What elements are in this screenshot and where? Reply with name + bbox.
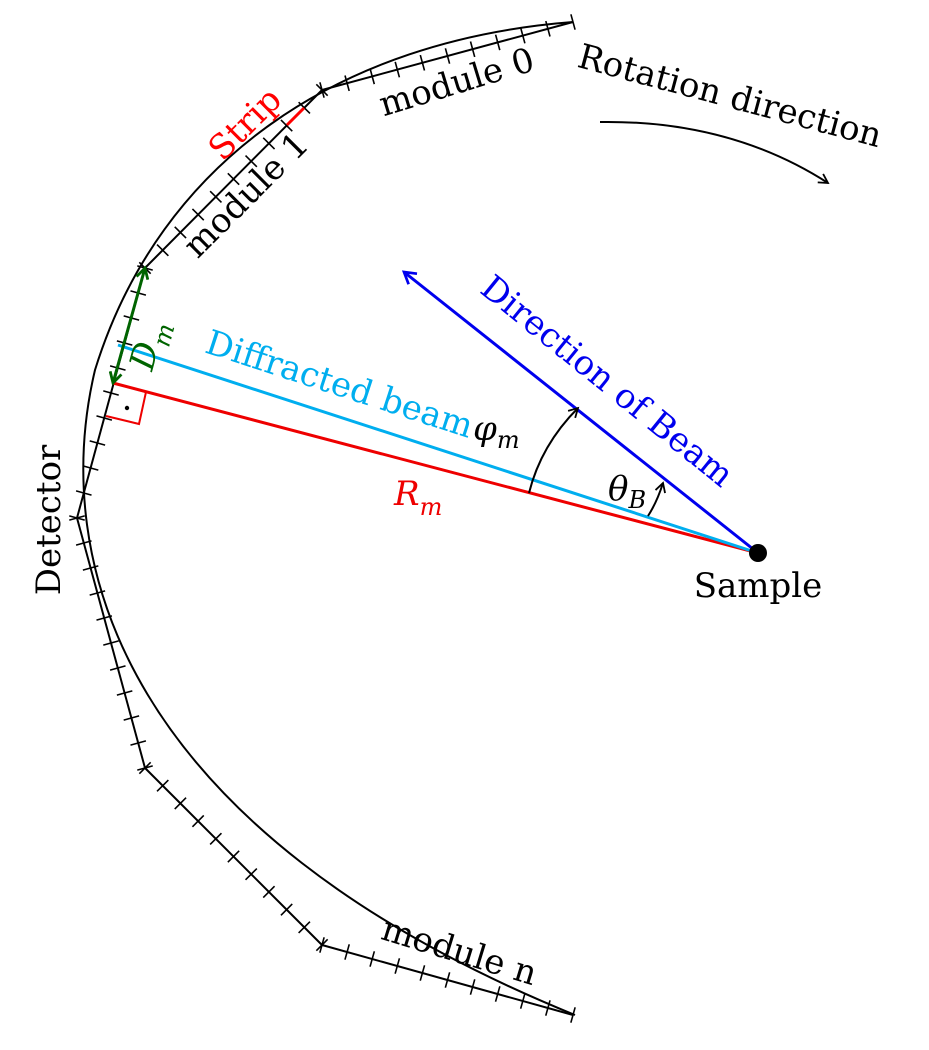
rotation-arrow bbox=[599, 120, 830, 185]
strip-highlight bbox=[285, 106, 306, 127]
strip-tick bbox=[519, 27, 526, 44]
strip-tick bbox=[419, 54, 426, 71]
strip-tick bbox=[280, 903, 293, 916]
strip-tick bbox=[444, 972, 451, 988]
strip-tick bbox=[344, 944, 351, 960]
diffracted-beam-line bbox=[117, 343, 759, 555]
sample-label: Sample bbox=[694, 566, 823, 606]
strip-tick bbox=[82, 465, 99, 471]
strip-tick bbox=[109, 665, 126, 671]
strip-tick bbox=[469, 41, 476, 58]
strip-tick bbox=[469, 979, 476, 995]
strip-tick bbox=[75, 540, 92, 546]
right-angle-dot bbox=[124, 405, 130, 411]
detector-modules bbox=[76, 21, 574, 1016]
strip-ticks bbox=[69, 14, 576, 1023]
r-m-label: Rm bbox=[393, 474, 442, 521]
strip-tick bbox=[570, 1007, 576, 1023]
strip-tick bbox=[191, 814, 205, 828]
strip-tick bbox=[209, 832, 223, 846]
beam-direction-arrow bbox=[401, 270, 759, 555]
strip-tick bbox=[96, 615, 113, 621]
strip-tick bbox=[544, 1000, 551, 1016]
strip-tick bbox=[519, 993, 526, 1009]
strip-tick bbox=[174, 797, 187, 810]
strip-tick bbox=[315, 83, 329, 97]
strip-tick bbox=[130, 740, 147, 746]
phi-m-label: φm bbox=[473, 409, 520, 454]
theta-b-label: θB bbox=[608, 469, 646, 514]
strip-tick bbox=[298, 101, 311, 115]
strip-tick bbox=[209, 190, 223, 204]
detector-label: Detector bbox=[29, 444, 69, 595]
strip-tick bbox=[570, 14, 576, 30]
right-angle-marker bbox=[105, 382, 148, 426]
strip-tick bbox=[123, 715, 140, 721]
strip-tick bbox=[89, 590, 106, 596]
strip-tick bbox=[244, 154, 258, 168]
strip-tick bbox=[116, 690, 133, 696]
strip-tick bbox=[394, 61, 401, 78]
radius-line bbox=[112, 381, 759, 555]
strip-tick bbox=[545, 20, 551, 37]
sample-dot bbox=[749, 544, 767, 562]
beam-direction-label: Direction of Beam bbox=[473, 267, 741, 495]
strip-tick bbox=[69, 515, 85, 521]
phi-angle-arc bbox=[528, 406, 580, 494]
strip-tick bbox=[156, 243, 169, 257]
strip-tick bbox=[394, 958, 401, 974]
strip-tick bbox=[419, 965, 426, 981]
strip-tick bbox=[89, 440, 106, 446]
strip-tick bbox=[103, 390, 119, 396]
strip-tick bbox=[494, 986, 501, 1002]
strip-tick bbox=[369, 951, 376, 967]
strip-tick bbox=[244, 867, 258, 881]
strip-tick bbox=[82, 565, 99, 571]
strip-tick bbox=[174, 226, 187, 239]
strip-tick bbox=[191, 208, 205, 221]
theta-angle-arc bbox=[647, 481, 666, 517]
strip-tick bbox=[494, 34, 501, 51]
strip-tick bbox=[96, 415, 113, 421]
strip-tick bbox=[103, 640, 119, 646]
strip-tick bbox=[369, 68, 376, 85]
detector-outer-arc bbox=[82, 21, 576, 1016]
strip-tick bbox=[227, 172, 240, 186]
strip-tick bbox=[227, 850, 240, 863]
strip-tick bbox=[262, 885, 276, 899]
module-n-label: module n bbox=[377, 909, 542, 994]
strip-tick bbox=[344, 75, 350, 92]
strip-tick bbox=[280, 119, 293, 132]
strip-tick bbox=[262, 137, 276, 150]
strip-tick bbox=[156, 779, 169, 792]
dm-arrow bbox=[113, 268, 145, 383]
strip-tick bbox=[138, 761, 152, 775]
strip-tick bbox=[444, 48, 451, 64]
strip-tick bbox=[75, 490, 92, 496]
strip-tick bbox=[319, 937, 325, 953]
strip-tick bbox=[298, 921, 311, 934]
